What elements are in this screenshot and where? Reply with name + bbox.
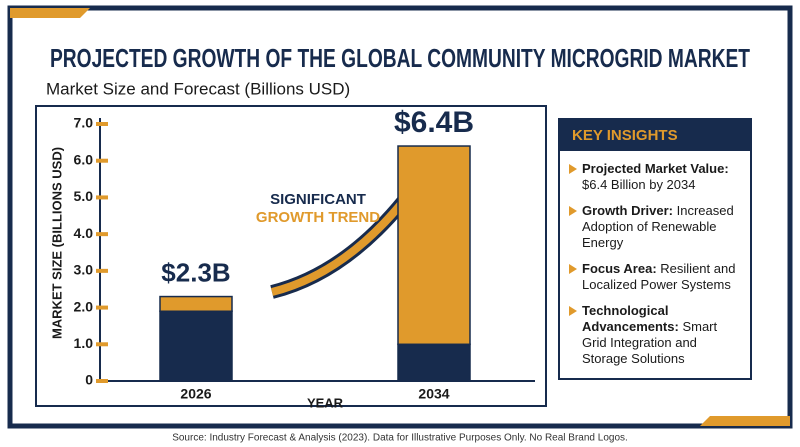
insight-text: $6.4 Billion by 2034 bbox=[582, 177, 696, 192]
bar-segment bbox=[159, 295, 233, 312]
insight-heading: Focus Area: bbox=[582, 261, 657, 276]
x-tick-label: 2026 bbox=[180, 386, 211, 402]
insight-item: Focus Area: Resilient and Localized Powe… bbox=[560, 261, 750, 293]
bar-segment bbox=[397, 145, 471, 346]
insight-item: Technological Advancements: Smart Grid I… bbox=[560, 303, 750, 367]
y-tick-label: 5.0 bbox=[74, 188, 94, 204]
insight-item: Projected Market Value: $6.4 Billion by … bbox=[560, 161, 750, 193]
total-label: $6.4B bbox=[394, 106, 474, 139]
x-tick-label: 2034 bbox=[418, 386, 449, 402]
y-tick-label: 7.0 bbox=[74, 115, 94, 131]
y-tick-label: 2.0 bbox=[74, 298, 94, 314]
x-axis-label: YEAR bbox=[307, 395, 344, 410]
frame bbox=[7, 5, 793, 429]
insight-heading: Projected Market Value: bbox=[582, 161, 729, 176]
accent bbox=[10, 8, 90, 18]
insights-title: KEY INSIGHTS bbox=[560, 120, 750, 151]
chart-title: PROJECTED GROWTH OF THE GLOBAL COMMUNITY… bbox=[50, 43, 750, 73]
insight-item: Growth Driver: Increased Adoption of Ren… bbox=[560, 203, 750, 251]
y-tick-label: 3.0 bbox=[74, 262, 94, 278]
y-tick-label: 0 bbox=[85, 372, 93, 388]
total-label: $2.3B bbox=[161, 257, 230, 287]
source: Source: Industry Forecast & Analysis (20… bbox=[172, 433, 628, 444]
bar-segment bbox=[397, 343, 471, 382]
bar-segment bbox=[159, 310, 233, 382]
chart-frame bbox=[35, 105, 547, 407]
accent bbox=[700, 416, 790, 426]
annotation: SIGNIFICANT bbox=[270, 191, 366, 208]
insight-text: Resilient and Localized Power Systems bbox=[582, 261, 736, 292]
y-tick-label: 4.0 bbox=[74, 225, 94, 241]
y-tick-label: 1.0 bbox=[74, 335, 94, 351]
insight-heading: Growth Driver: bbox=[582, 203, 674, 218]
insight-text: Increased Adoption of Renewable Energy bbox=[582, 203, 734, 250]
y-axis-label: MARKET SIZE (BILLIONS USD) bbox=[49, 147, 64, 339]
insights-panel: KEY INSIGHTS Projected Market Value: $6.… bbox=[558, 118, 752, 380]
insight-text: Smart Grid Integration and Storage Solut… bbox=[582, 319, 718, 366]
insight-heading: Technological Advancements: bbox=[582, 303, 679, 334]
chart-subtitle: Market Size and Forecast (Billions USD) bbox=[46, 79, 350, 98]
annotation: GROWTH TREND bbox=[256, 209, 380, 226]
y-tick-label: 6.0 bbox=[74, 151, 94, 167]
